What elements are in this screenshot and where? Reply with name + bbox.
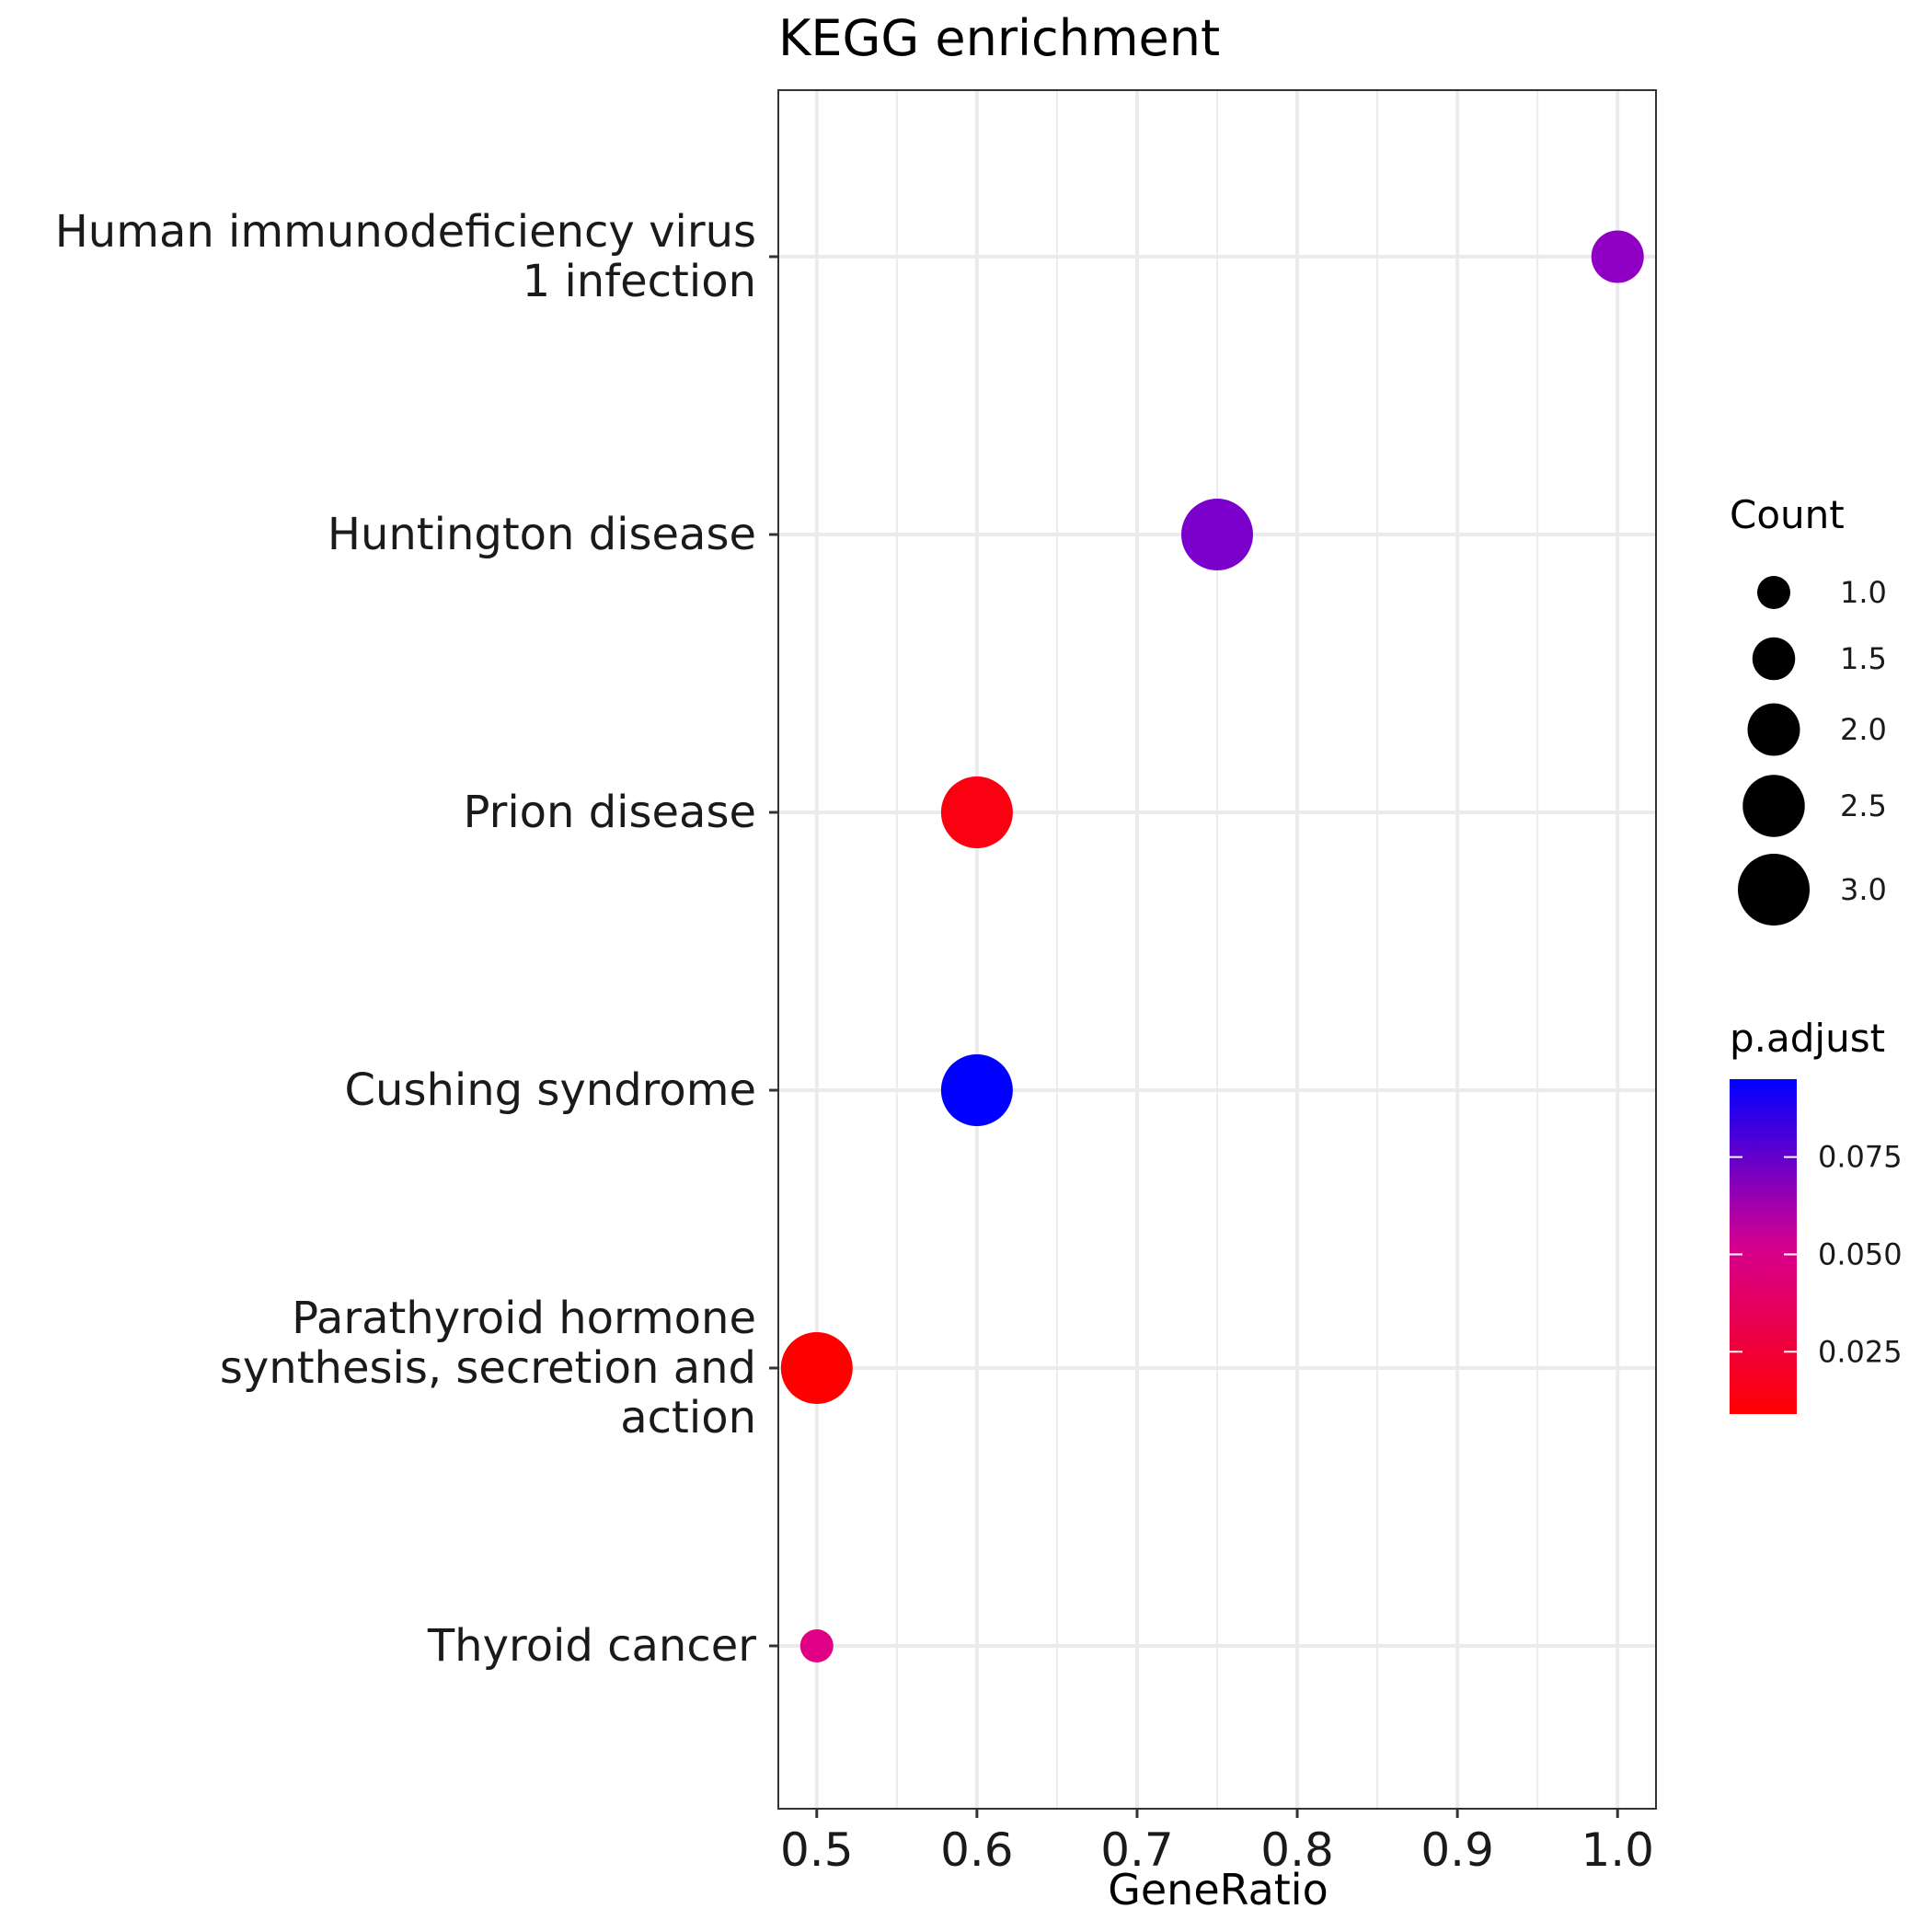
data-point	[1591, 230, 1644, 283]
color-legend-bar	[1730, 1079, 1797, 1414]
size-legend-key	[1738, 854, 1810, 926]
data-point	[1181, 499, 1253, 570]
y-category-label: action	[620, 1392, 756, 1443]
size-legend-label: 1.0	[1840, 575, 1887, 610]
data-point	[799, 1629, 834, 1662]
plot-area: 0.5 0.6 0.7 0.8 0.9 1.0 Human immunodeficiency…	[55, 89, 1657, 1877]
x-axis-title: GeneRatio	[1108, 1865, 1328, 1915]
color-legend-title: p.adjust	[1730, 1016, 1885, 1061]
color-legend-label: 0.075	[1818, 1140, 1903, 1175]
y-category-label: synthesis, secretion and	[220, 1342, 756, 1394]
size-legend-key	[1742, 775, 1805, 837]
x-tick-label: 0.5	[780, 1823, 854, 1877]
x-tick-label: 0.9	[1420, 1823, 1494, 1877]
size-legend-title: Count	[1730, 492, 1845, 537]
size-legend-label: 1.5	[1840, 641, 1887, 676]
chart-title: KEGG enrichment	[778, 9, 1220, 67]
x-tick-label: 0.8	[1260, 1823, 1334, 1877]
plot-border	[777, 89, 1657, 1810]
y-category-label: Prion disease	[463, 787, 756, 838]
y-category-label: Huntington disease	[328, 509, 756, 560]
data-point	[780, 1332, 853, 1404]
size-legend-key	[1752, 637, 1796, 681]
legend-area: Count 1.0 1.5 2.0 2.5 3.0 p.adjust 0.025 0.050 0.…	[1730, 492, 1903, 1414]
y-category-label: Human immunodeficiency virus	[55, 206, 756, 258]
size-legend-label: 3.0	[1840, 872, 1887, 907]
size-legend-key	[1757, 576, 1790, 609]
size-legend-label: 2.5	[1840, 788, 1887, 823]
y-category-label: 1 infection	[523, 256, 756, 307]
x-tick-label: 0.6	[940, 1823, 1014, 1877]
y-category-label: Cushing syndrome	[345, 1064, 757, 1116]
size-legend-key	[1747, 703, 1800, 756]
x-tick-label: 0.7	[1100, 1823, 1174, 1877]
data-point	[940, 776, 1013, 848]
y-category-label: Thyroid cancer	[427, 1620, 756, 1672]
color-legend-label: 0.025	[1818, 1334, 1903, 1369]
data-point	[940, 1054, 1013, 1126]
color-legend-label: 0.050	[1818, 1236, 1903, 1271]
size-legend-label: 2.0	[1840, 712, 1887, 747]
y-category-label: Parathyroid hormone	[292, 1293, 756, 1344]
x-tick-label: 1.0	[1581, 1823, 1654, 1877]
